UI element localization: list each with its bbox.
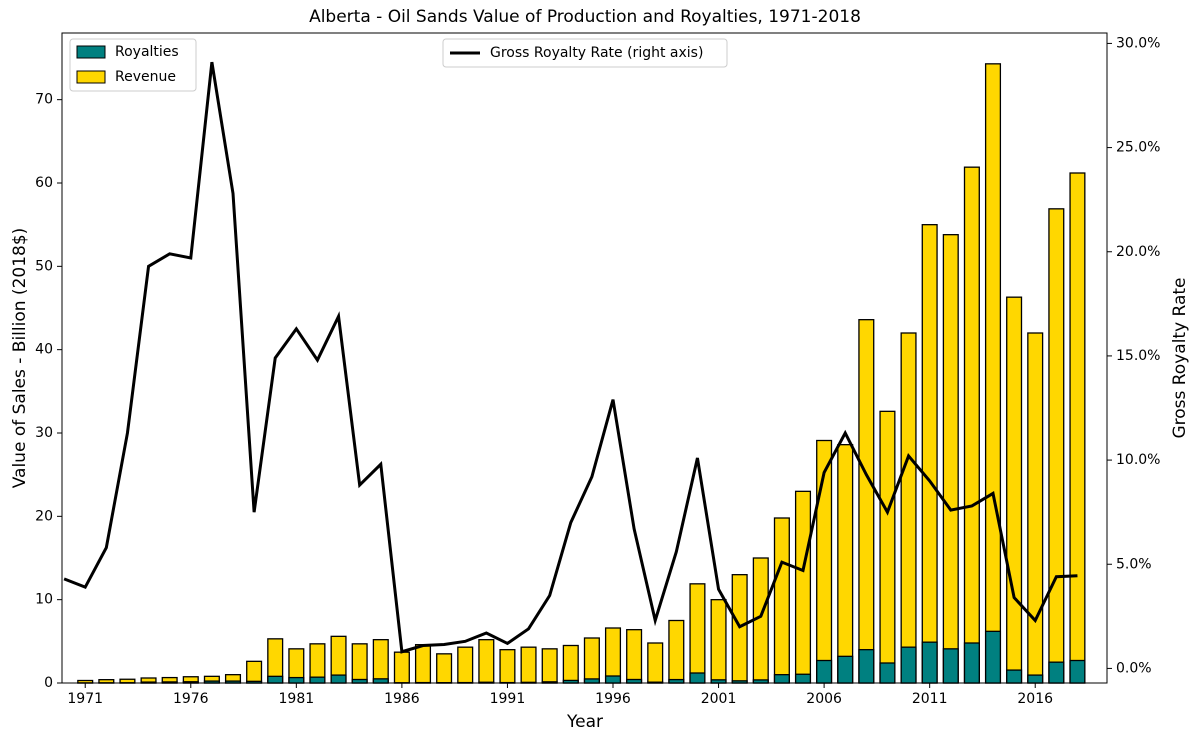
bar — [963, 166, 980, 684]
y-tick-label: 70 — [35, 92, 53, 108]
x-tick-label: 1971 — [67, 691, 103, 707]
plot-frame — [61, 32, 1108, 684]
bar — [963, 642, 980, 684]
bar — [372, 639, 389, 684]
y2-tick-label: 5.0% — [1116, 556, 1152, 572]
x-tick-label: 1996 — [595, 691, 631, 707]
y2-tick-label: 20.0% — [1116, 244, 1160, 260]
bar — [668, 678, 685, 684]
bar — [900, 646, 917, 684]
bar — [604, 627, 622, 684]
bar — [837, 444, 854, 684]
bar — [942, 234, 959, 684]
y2-tick-label: 30.0% — [1116, 35, 1160, 51]
bar — [794, 490, 812, 684]
y-tick-label: 50 — [35, 258, 53, 274]
bar — [816, 659, 833, 684]
bar — [794, 673, 812, 684]
x-tick-label: 2001 — [701, 691, 737, 707]
bar — [668, 619, 685, 684]
bar — [1006, 669, 1023, 684]
bar — [583, 678, 600, 684]
bar — [921, 641, 938, 684]
bar — [984, 630, 1002, 684]
bar — [393, 651, 410, 684]
bar — [1048, 661, 1065, 684]
bar — [604, 675, 622, 684]
bar — [246, 660, 263, 684]
bar — [626, 629, 643, 684]
bar — [879, 662, 896, 684]
y-tick-label: 10 — [35, 592, 53, 608]
bar — [478, 639, 495, 684]
bar — [921, 224, 938, 684]
x-tick-label: 1976 — [173, 691, 209, 707]
x-axis-label: Year — [566, 712, 603, 732]
y2-tick-label: 10.0% — [1116, 452, 1160, 468]
bar — [457, 646, 474, 684]
y-tick-label: 0 — [44, 675, 53, 691]
bar — [583, 637, 600, 684]
bar — [1027, 332, 1044, 684]
bar — [372, 678, 389, 684]
bar — [689, 583, 706, 684]
line — [63, 61, 1078, 654]
y-tick-label: 20 — [35, 508, 53, 524]
y-tick-label: 30 — [35, 425, 53, 441]
x-tick-label: 1986 — [384, 691, 420, 707]
bar — [858, 319, 875, 684]
y2-tick-label: 25.0% — [1116, 140, 1160, 156]
x-tick-label: 2016 — [1017, 691, 1053, 707]
bar — [773, 674, 790, 684]
bar — [942, 648, 959, 684]
y-axis-label: Value of Sales - Billion (2018$) — [10, 228, 30, 489]
y2-tick-label: 0.0% — [1116, 660, 1152, 676]
bar — [414, 644, 432, 684]
bar — [520, 646, 537, 684]
bar — [984, 63, 1002, 684]
x-tick-label: 2011 — [912, 691, 948, 707]
bar — [541, 648, 558, 684]
bar — [858, 649, 875, 684]
legend-label: Royalties — [115, 44, 179, 60]
legend-frame — [442, 38, 728, 68]
bar — [1048, 208, 1065, 684]
legend-label: Gross Royalty Rate (right axis) — [490, 45, 703, 61]
chart-title: Alberta - Oil Sands Value of Production … — [309, 7, 861, 27]
bar — [689, 672, 706, 684]
bar — [288, 676, 305, 684]
bar — [626, 678, 643, 684]
x-tick-label: 1991 — [490, 691, 526, 707]
y2-tick-label: 15.0% — [1116, 348, 1160, 364]
bar — [436, 653, 453, 684]
bar — [1069, 172, 1086, 684]
legend-label: Revenue — [115, 69, 176, 85]
bar — [1069, 659, 1086, 684]
x-tick-label: 2006 — [806, 691, 842, 707]
x-tick-label: 1981 — [279, 691, 315, 707]
bar — [309, 676, 326, 684]
bar — [1006, 296, 1023, 684]
bar — [330, 674, 347, 684]
bar — [710, 599, 727, 684]
bar — [1027, 674, 1044, 684]
y-tick-label: 40 — [35, 342, 53, 358]
y-tick-label: 60 — [35, 175, 53, 191]
legend-swatch — [76, 45, 106, 59]
legend-swatch — [76, 70, 106, 84]
bar — [773, 517, 790, 684]
y2-axis-label: Gross Royalty Rate — [1170, 277, 1190, 438]
bar — [267, 675, 284, 684]
bar — [900, 332, 917, 684]
bar — [351, 678, 368, 684]
bar — [837, 655, 854, 684]
bar — [351, 643, 368, 684]
bar — [731, 574, 748, 684]
bar — [647, 642, 664, 684]
bar — [879, 410, 896, 684]
bar — [499, 649, 516, 684]
bar — [562, 644, 579, 684]
